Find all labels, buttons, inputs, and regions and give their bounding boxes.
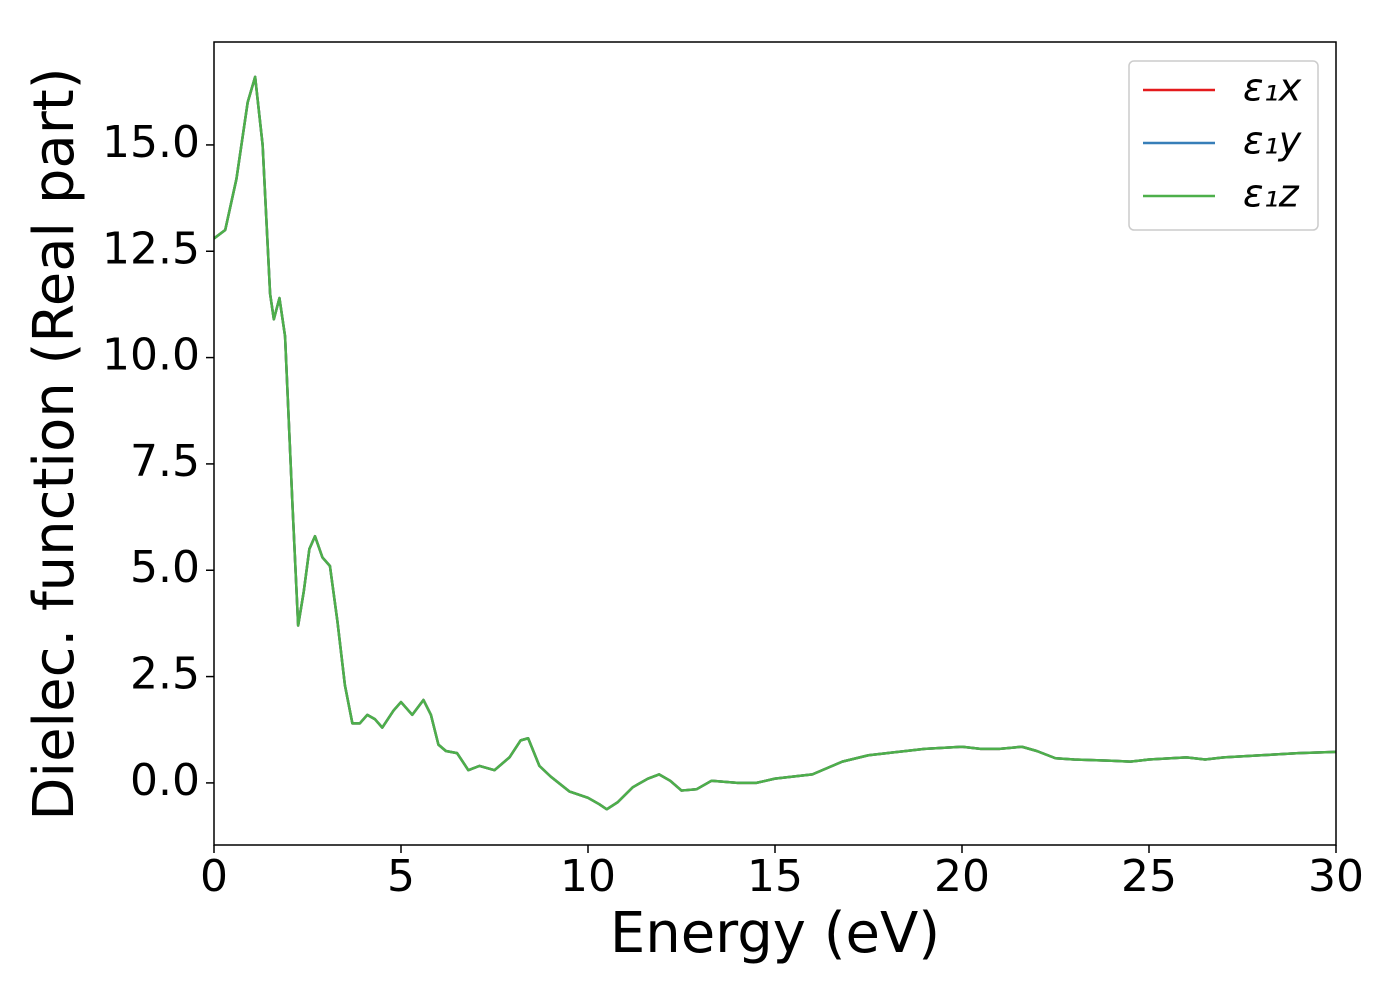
x-tick-label: 5 [387,851,415,902]
y-axis-label: Dielec. function (Real part) [22,67,87,820]
plot-frame [213,41,1337,846]
y-tick-label: 0.0 [130,755,200,806]
data-line [214,75,1336,811]
y-tick-label: 10.0 [102,330,200,381]
x-tick-label: 25 [1121,851,1177,902]
y-tick-label: 5.0 [130,542,200,593]
legend-label: ε₁y [1243,119,1302,163]
plot-lines [214,75,1336,811]
x-tick-label: 10 [560,851,616,902]
x-tick-label: 0 [200,851,228,902]
y-tick-label: 7.5 [130,436,200,487]
legend-label: ε₁z [1243,172,1300,216]
x-tick-label: 20 [934,851,990,902]
y-tick-label: 15.0 [102,117,200,168]
legend-label: ε₁x [1243,66,1302,110]
y-tick-label: 2.5 [130,649,200,700]
y-tick-label: 12.5 [102,223,200,274]
x-tick-label: 15 [747,851,803,902]
x-tick-label: 30 [1308,851,1364,902]
legend-box [1128,60,1319,231]
x-axis-label: Energy (eV) [610,901,940,966]
